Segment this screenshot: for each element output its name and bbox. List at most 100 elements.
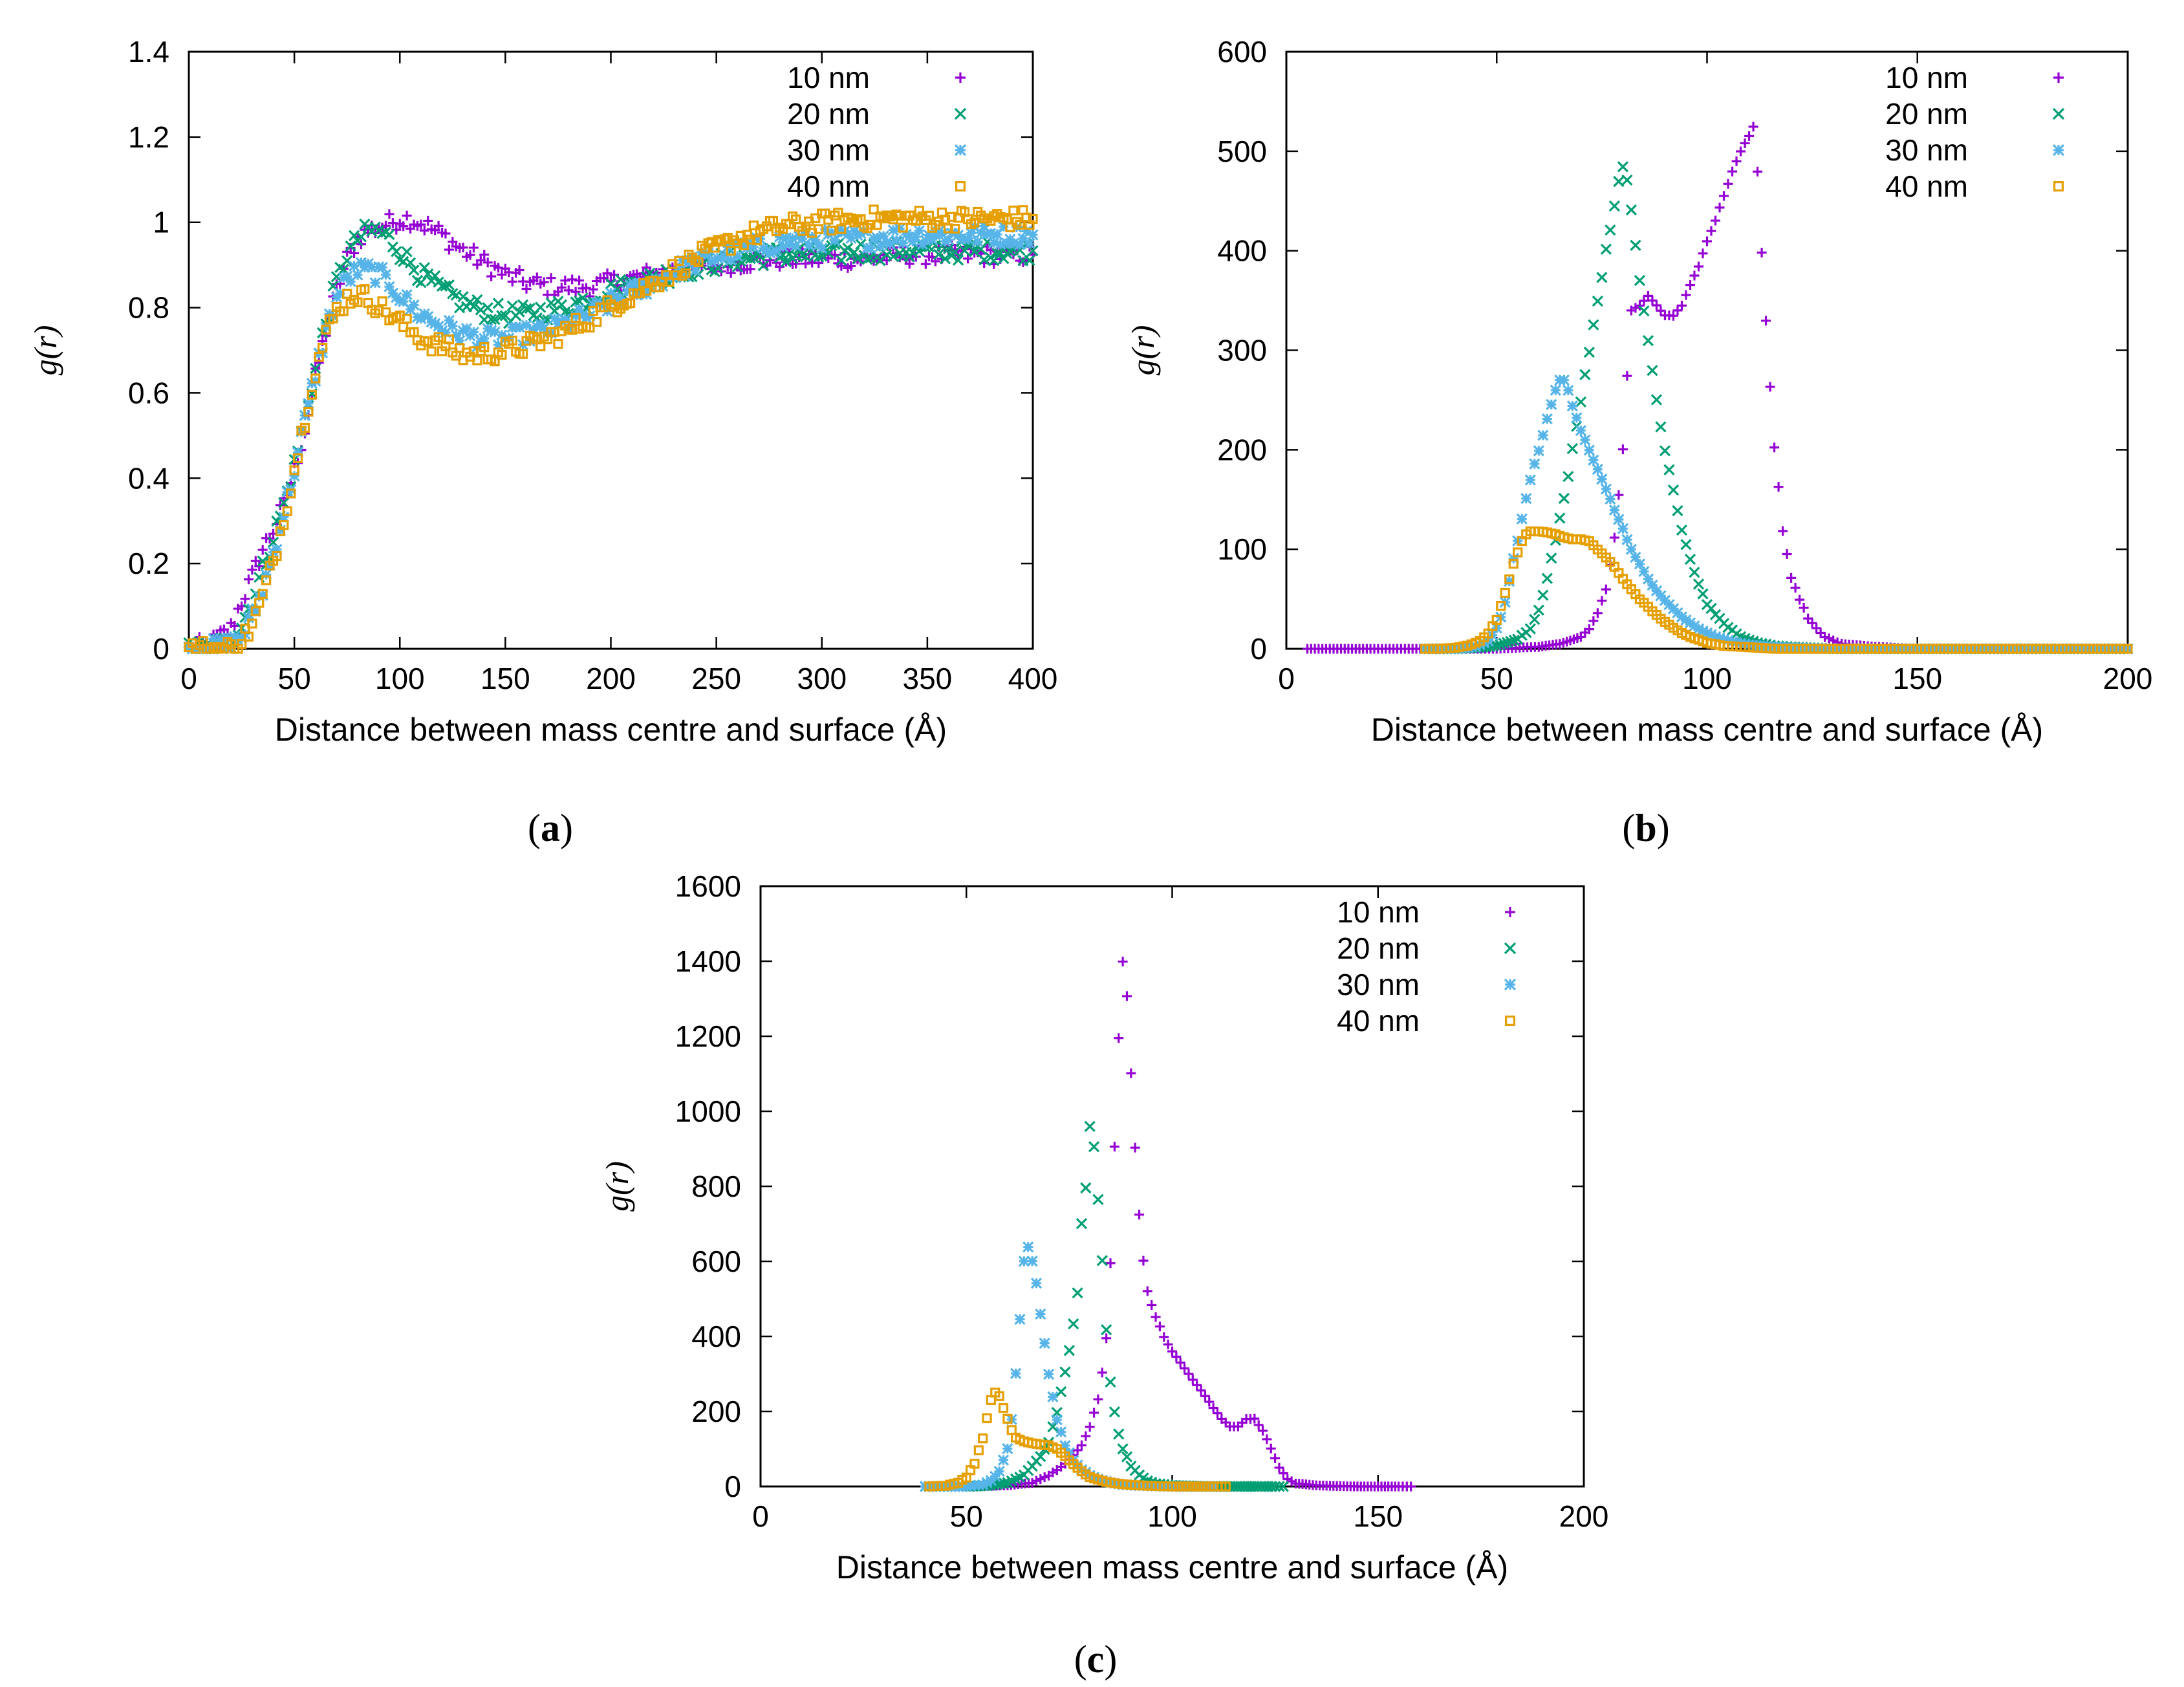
data-point: [965, 227, 977, 239]
data-point: [1799, 602, 1809, 613]
plot-frame: [1285, 50, 2129, 650]
data-point: [816, 243, 828, 254]
data-point: [1600, 243, 1612, 255]
data-point: [972, 235, 984, 247]
data-point: [341, 270, 353, 282]
legend-marker: [2052, 144, 2065, 157]
data-point: [833, 208, 843, 218]
data-point: [1010, 1367, 1022, 1379]
data-point: [429, 270, 441, 281]
data-point: [352, 269, 363, 281]
data-point: [1663, 464, 1675, 475]
data-point: [468, 326, 480, 338]
data-point: [780, 232, 792, 244]
chart-panel-a: 0 50 100 150 200 250 300 350 400 0 0.2 0.4 0.6 0.8 1 1.…: [27, 35, 1057, 748]
y-tick-label: 100: [1217, 532, 1267, 566]
legend-marker: [2053, 181, 2064, 192]
data-point: [1072, 1287, 1083, 1299]
data-point: [1583, 346, 1595, 358]
data-point: [985, 228, 997, 239]
data-point: [1072, 1445, 1083, 1455]
series-40-nm: [184, 204, 1038, 654]
data-point: [1163, 1339, 1173, 1349]
data-point: [444, 334, 454, 345]
data-point: [1270, 1453, 1281, 1463]
caption-a: (a): [528, 807, 573, 849]
data-point: [780, 256, 792, 268]
data-point: [380, 269, 392, 281]
data-point: [475, 304, 486, 316]
data-point: [852, 229, 863, 241]
data-point: [1274, 1463, 1284, 1473]
plot-frame: [759, 885, 1585, 1488]
data-point: [497, 349, 507, 360]
data-point: [998, 1403, 1009, 1413]
data-point: [988, 237, 1000, 248]
y-tick-label: 0.2: [128, 547, 169, 580]
x-tick-label: 0: [752, 1499, 769, 1533]
data-point: [570, 310, 581, 321]
data-point: [348, 260, 360, 272]
data-point: [962, 233, 974, 245]
data-point: [570, 312, 581, 323]
series-20-nm: [919, 1120, 1289, 1492]
data-point: [1621, 174, 1633, 186]
y-tick-label: 1000: [675, 1094, 741, 1128]
legend-marker: [954, 144, 967, 157]
data-point: [1753, 166, 1763, 177]
data-point: [963, 254, 973, 264]
data-point: [243, 631, 254, 642]
data-point: [278, 511, 290, 523]
data-point: [471, 294, 483, 305]
data-point: [274, 525, 287, 536]
data-point: [1705, 629, 1717, 640]
data-point: [318, 342, 328, 353]
data-point: [1588, 319, 1599, 331]
data-point: [881, 249, 892, 261]
data-point: [489, 326, 501, 338]
data-point: [1035, 1451, 1046, 1463]
caption-b: (b): [1622, 807, 1669, 849]
data-point: [913, 224, 925, 237]
data-point: [1024, 237, 1035, 250]
data-point: [768, 215, 779, 226]
data-point: [1647, 365, 1658, 376]
y-tick-label: 1400: [675, 944, 741, 978]
data-point: [507, 276, 517, 287]
legend-marker: [2052, 107, 2065, 120]
caption-a-letter: a: [541, 807, 560, 849]
data-point: [321, 324, 331, 335]
y-axis-label: g(r): [27, 325, 63, 376]
caption-b-letter: b: [1635, 807, 1656, 849]
data-point: [1588, 616, 1599, 626]
data-point: [215, 633, 226, 645]
data-point: [1736, 146, 1746, 157]
data-point: [1596, 272, 1608, 283]
x-tick-label: 0: [1278, 662, 1295, 695]
data-point: [836, 224, 847, 234]
y-tick-label: 0: [153, 632, 169, 666]
y-axis-label: g(r): [599, 1161, 635, 1212]
data-point: [1200, 1391, 1210, 1401]
data-point: [376, 261, 388, 274]
data-point: [1533, 445, 1544, 457]
series-30-nm: [1420, 375, 2134, 655]
data-point: [485, 314, 497, 325]
data-point: [1592, 295, 1604, 307]
data-point: [1709, 631, 1722, 643]
data-point: [1562, 384, 1574, 397]
data-point: [492, 339, 504, 351]
data-point: [1035, 1308, 1046, 1320]
y-tick-label: 1.4: [128, 35, 169, 69]
data-point: [1159, 1332, 1169, 1342]
series-40-nm: [924, 1388, 1231, 1492]
data-point: [577, 292, 589, 304]
x-axis-label: Distance between mass centre and surface…: [275, 712, 947, 748]
y-tick-label: 600: [1217, 35, 1267, 69]
data-point: [1714, 632, 1725, 644]
data-point: [1220, 1481, 1231, 1492]
legend-label: 20 nm: [787, 97, 870, 131]
data-point: [585, 322, 595, 333]
data-point: [1778, 526, 1788, 536]
data-point: [1605, 224, 1616, 236]
